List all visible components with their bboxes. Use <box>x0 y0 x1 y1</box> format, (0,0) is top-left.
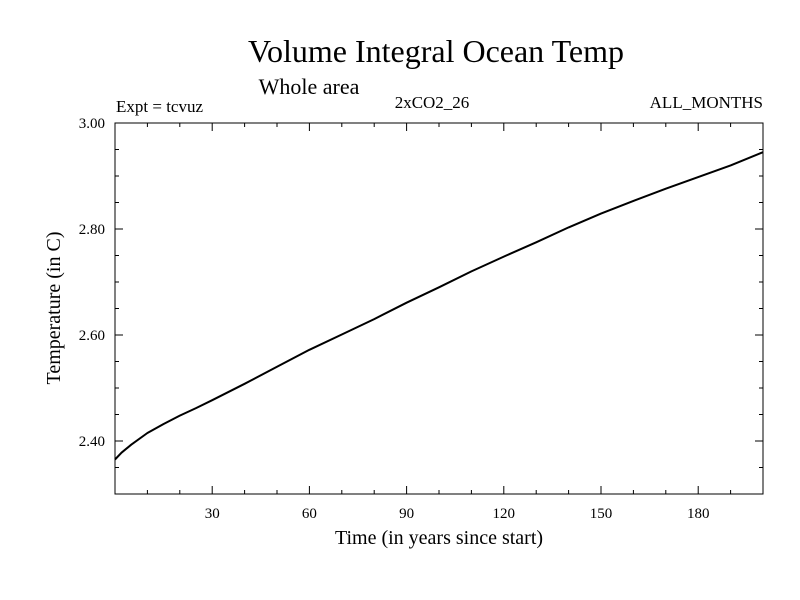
x-axis-label: Time (in years since start) <box>335 527 543 549</box>
y-tick-label: 2.60 <box>79 328 105 344</box>
x-tick-label: 60 <box>302 506 317 522</box>
run-label: 2xCO2_26 <box>395 93 470 112</box>
x-tick-label: 120 <box>493 506 516 522</box>
chart-subtitle: Whole area <box>259 74 360 99</box>
months-label: ALL_MONTHS <box>650 93 763 112</box>
plot-frame <box>114 122 764 495</box>
y-tick-label: 2.80 <box>79 222 105 238</box>
x-tick-label: 30 <box>205 506 220 522</box>
y-tick-label: 3.00 <box>79 116 105 132</box>
series-line <box>114 151 764 461</box>
y-axis-label: Temperature (in C) <box>43 232 65 385</box>
x-tick-label: 90 <box>399 506 414 522</box>
experiment-label: Expt = tcvuz <box>116 97 203 116</box>
y-tick-label: 2.40 <box>79 434 105 450</box>
plot-area: 30 60 90 120 150 180 2.40 2.60 2.80 3.00 <box>79 116 764 522</box>
chart-title: Volume Integral Ocean Temp <box>248 33 624 69</box>
x-tick-label: 180 <box>687 506 710 522</box>
x-tick-label: 150 <box>590 506 613 522</box>
